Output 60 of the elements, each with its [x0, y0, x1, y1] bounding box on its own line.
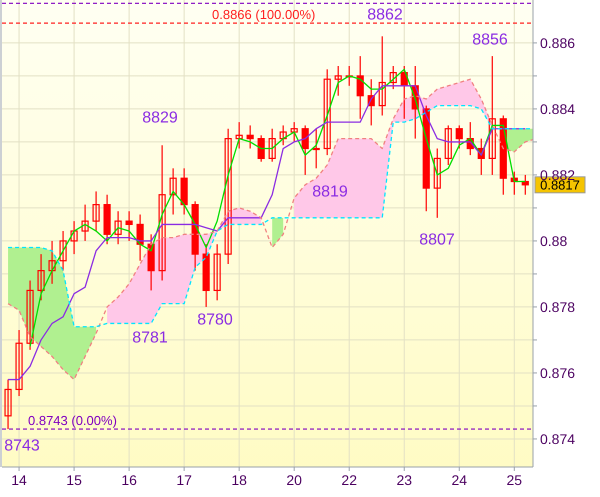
candlestick [37, 254, 45, 301]
candlestick [390, 65, 397, 90]
candlestick [15, 329, 23, 397]
x-tick-label: 23 [396, 472, 412, 488]
candlestick [302, 124, 309, 176]
x-tick-label: 25 [506, 472, 522, 488]
candlestick [378, 36, 386, 116]
y-tick-label: 0.876 [540, 364, 576, 381]
y-tick-label: 0.878 [540, 298, 576, 315]
annotation: 8856 [472, 32, 508, 48]
annotation: 8780 [197, 312, 233, 328]
x-tick-label: 17 [176, 472, 192, 488]
y-tick-label: 0.886 [540, 34, 576, 51]
candlestick [26, 280, 34, 350]
candlestick [70, 220, 78, 255]
annotation: 8829 [142, 110, 178, 126]
candlestick [522, 174, 529, 196]
candlestick [81, 204, 89, 242]
candlestick [456, 124, 463, 150]
candlestick [92, 190, 100, 232]
y-tick-label: 0.874 [540, 430, 576, 447]
candlestick [114, 210, 122, 245]
candlestick [170, 168, 177, 216]
annotation: 8819 [312, 184, 348, 200]
ref-line-label: 0.8743 (0.00%) [28, 413, 117, 428]
candlestick [246, 124, 254, 150]
candlestick [236, 122, 243, 150]
y-tick-label: 0.884 [540, 100, 576, 117]
candlestick [444, 124, 452, 166]
annotation: 8781 [132, 330, 168, 346]
candlestick [488, 56, 496, 176]
candlestick [126, 210, 133, 242]
y-tick-label: 0.88 [540, 232, 568, 249]
candlestick [224, 128, 232, 265]
candlestick [258, 134, 265, 162]
candlestick [48, 240, 56, 284]
candlestick [4, 378, 12, 430]
candlestick [334, 65, 342, 96]
candlestick [280, 124, 287, 146]
candlestick [59, 230, 67, 272]
x-tick-label: 18 [231, 472, 248, 488]
x-tick-label: 16 [121, 472, 138, 488]
candlestick [312, 128, 320, 169]
x-tick-label: 14 [11, 472, 28, 488]
x-tick-label: 24 [451, 472, 468, 488]
annotation: 8862 [367, 6, 403, 24]
candlestick [158, 144, 166, 282]
candlestick [324, 68, 331, 156]
ref-line-label: 0.8866 (100.00%) [212, 7, 316, 22]
candlestick [434, 148, 441, 218]
annotation: 8807 [419, 232, 455, 248]
candlestick [214, 244, 221, 301]
annotation: 8743 [4, 438, 40, 454]
candlestick [268, 128, 276, 162]
candlestick [290, 122, 298, 143]
x-tick-label: 20 [286, 472, 302, 488]
candlestick [346, 65, 353, 86]
x-tick-label: 22 [341, 472, 358, 488]
candlestick [356, 56, 364, 120]
x-tick-label: 15 [66, 472, 82, 488]
